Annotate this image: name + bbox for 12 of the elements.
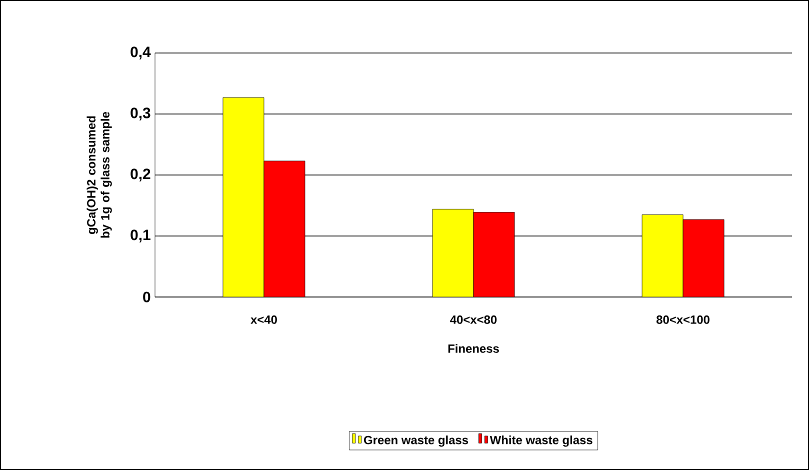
y-tick-label: 0 — [143, 292, 150, 302]
y-tick-label: 0,2 — [130, 168, 150, 182]
y-tick-label: 0,3 — [130, 108, 150, 120]
x-tick-label: 80<x<100 — [656, 315, 710, 324]
x-tick-label: x<40 — [250, 315, 277, 324]
legend-label: White waste glass — [490, 436, 592, 447]
y-tick-label: 0,1 — [130, 230, 150, 242]
x-tick-label: 40<x<80 — [450, 315, 497, 324]
y-axis-title: gCa(OH)2 consumed by 1g of glass sample — [86, 112, 112, 238]
x-axis-title: Fineness — [448, 344, 499, 353]
y-tick-label: 0,4 — [130, 46, 151, 60]
legend-label: Green waste glass — [364, 436, 468, 447]
